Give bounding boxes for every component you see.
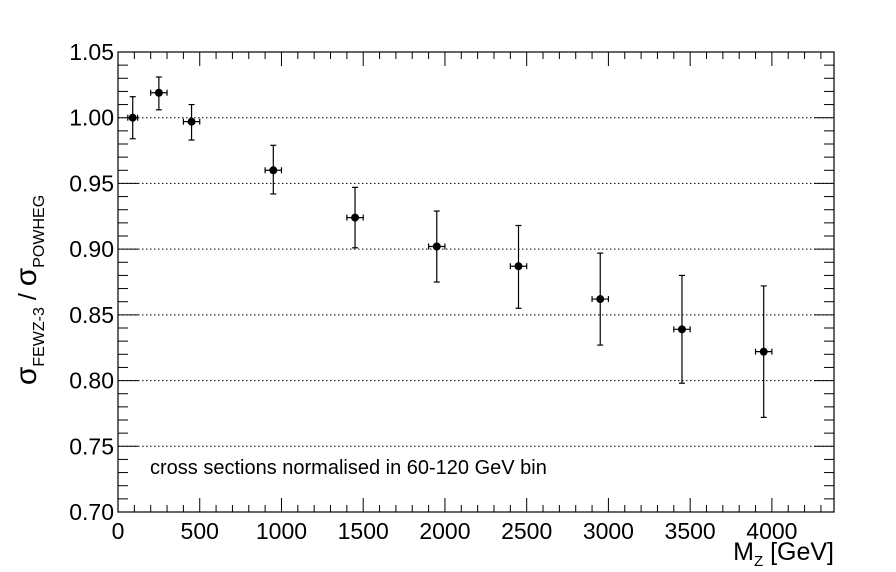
data-point <box>182 103 201 141</box>
y-axis-title-subscript-1: FEWZ-3 <box>31 307 48 367</box>
point-marker <box>128 113 137 122</box>
y-axis-title-subscript-2: POWHEG <box>31 195 48 268</box>
data-point <box>754 285 773 418</box>
data-point <box>127 96 139 140</box>
data-point <box>509 224 528 309</box>
x-tick-label: 0 <box>112 518 125 544</box>
tick-layer <box>117 51 834 513</box>
point-marker <box>596 295 605 304</box>
y-tick-label: 0.80 <box>69 368 114 394</box>
y-tick-label: 0.75 <box>69 433 114 459</box>
x-axis-title-main: M <box>733 538 754 566</box>
point-marker <box>351 213 360 222</box>
point-marker <box>677 325 686 334</box>
x-tick-label: 3500 <box>665 518 716 544</box>
x-axis-title: MZ [GeV] <box>733 538 834 570</box>
data-point <box>150 76 168 111</box>
chart-annotation: cross sections normalised in 60-120 GeV … <box>150 457 547 479</box>
x-tick-label: 4000 <box>746 518 797 544</box>
y-tick-label: 1.00 <box>69 105 114 131</box>
data-point <box>264 144 283 195</box>
x-tick-label: 2000 <box>419 518 470 544</box>
y-tick-label: 0.90 <box>69 236 114 262</box>
point-marker <box>154 88 163 97</box>
y-tick-label: 0.70 <box>69 499 114 525</box>
point-marker <box>269 166 278 175</box>
data-point <box>427 210 446 283</box>
point-marker <box>187 117 196 126</box>
data-point <box>673 274 691 384</box>
x-tick-label: 1000 <box>256 518 307 544</box>
y-axis-title-sigma-2: σ <box>10 267 43 286</box>
x-tick-label: 1500 <box>338 518 389 544</box>
point-marker <box>514 262 523 271</box>
x-axis-title-unit: [GeV] <box>763 538 834 566</box>
point-marker <box>759 347 768 356</box>
y-axis-title: σFEWZ-3 / σPOWHEG <box>10 195 48 385</box>
y-tick-label: 1.05 <box>69 39 114 65</box>
data-points <box>127 76 773 418</box>
y-axis-title-slash: / <box>14 286 42 307</box>
plot-frame <box>117 51 835 513</box>
data-point <box>346 186 364 249</box>
x-tick-label: 500 <box>181 518 219 544</box>
x-axis-title-subscript: Z <box>754 553 763 570</box>
point-marker <box>432 242 441 251</box>
x-tick-label: 3000 <box>583 518 634 544</box>
y-tick-label: 0.85 <box>69 302 114 328</box>
y-tick-label: 0.95 <box>69 170 114 196</box>
x-tick-label: 2500 <box>501 518 552 544</box>
grid-layer <box>118 117 834 447</box>
data-point <box>591 252 610 346</box>
y-axis-title-sigma-1: σ <box>10 366 43 385</box>
tick-labels: 0.70 0.75 0.80 0.85 0.90 0.95 1.00 1.05 0 500 1000… <box>69 39 797 544</box>
